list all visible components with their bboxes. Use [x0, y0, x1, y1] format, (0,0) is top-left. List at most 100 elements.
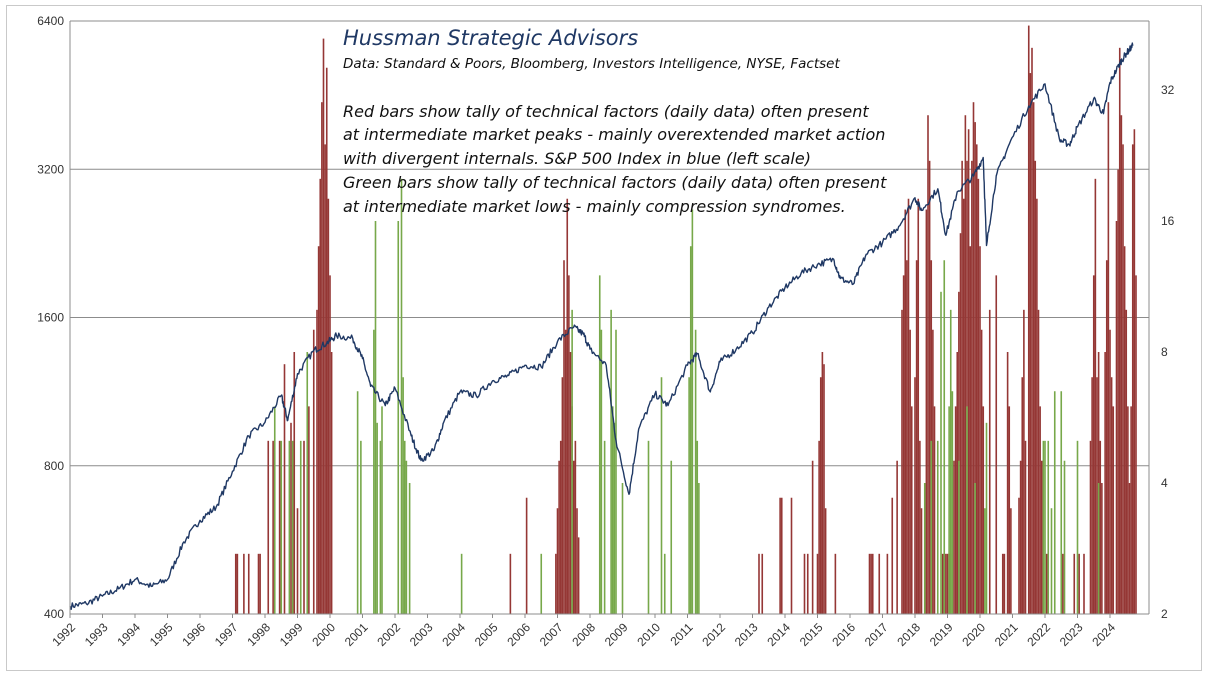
- peak-bar: [1031, 47, 1033, 615]
- peak-bar: [819, 377, 822, 614]
- peak-bar: [917, 198, 920, 615]
- x-tick-label: 2023: [1057, 620, 1086, 649]
- peak-bar: [1122, 144, 1124, 614]
- x-tick-label: 1999: [277, 620, 306, 649]
- left-tick-label: 6400: [37, 14, 64, 28]
- peak-bar: [910, 406, 913, 614]
- annotation-line-5: at intermediate market lows - mainly com…: [343, 197, 846, 216]
- peak-bar: [1105, 260, 1108, 614]
- chart-title: Hussman Strategic Advisors: [343, 26, 638, 50]
- peak-bar: [761, 553, 764, 614]
- peak-bar: [572, 460, 575, 614]
- low-bar: [613, 422, 616, 614]
- right-tick-label: 4: [1161, 476, 1168, 490]
- peak-bar: [975, 144, 978, 614]
- peak-bar: [1125, 309, 1128, 614]
- peak-bar: [563, 260, 565, 614]
- x-tick-label: 2010: [634, 620, 663, 649]
- peak-bar: [914, 377, 916, 614]
- right-tick-label: 2: [1161, 607, 1168, 621]
- peak-bar: [974, 122, 976, 614]
- peak-bar: [790, 497, 793, 614]
- peak-bar: [1128, 483, 1131, 614]
- low-bar: [611, 406, 614, 614]
- peak-bar: [932, 329, 934, 614]
- x-tick-label: 2016: [829, 620, 858, 649]
- x-tick-label: 2020: [959, 620, 988, 649]
- low-bar: [936, 440, 939, 614]
- peak-bar: [927, 115, 929, 614]
- peak-bar: [509, 553, 512, 614]
- peak-bar: [324, 144, 326, 614]
- low-bar: [696, 440, 699, 614]
- peak-bar: [816, 553, 819, 614]
- x-tick-label: 1998: [244, 620, 273, 649]
- peak-bar: [325, 67, 328, 615]
- x-tick-label: 2003: [407, 620, 436, 649]
- peak-bar: [290, 422, 292, 614]
- right-tick-label: 32: [1161, 83, 1175, 97]
- peak-bar: [296, 508, 299, 614]
- left-tick-label: 3200: [37, 162, 64, 176]
- peak-bar: [818, 440, 820, 614]
- peak-bar: [871, 553, 874, 614]
- peak-bar: [569, 352, 572, 614]
- low-bar: [610, 309, 612, 614]
- peak-bar: [1099, 440, 1102, 614]
- peak-bar: [1112, 406, 1115, 614]
- peak-bar: [1115, 221, 1118, 614]
- sp500-line: [69, 42, 1134, 610]
- peak-bar: [966, 160, 968, 614]
- low-bar: [615, 329, 617, 614]
- peak-bar: [1001, 553, 1004, 614]
- peak-bar: [821, 352, 824, 614]
- peak-bar: [1039, 406, 1041, 614]
- peak-bar: [919, 440, 921, 614]
- peak-bar: [1003, 553, 1006, 614]
- chart-subtitle: Data: Standard & Poors, Bloomberg, Inves…: [343, 56, 840, 72]
- low-bar: [663, 553, 666, 614]
- peak-bar: [329, 275, 331, 614]
- low-bar: [598, 275, 601, 614]
- peak-bar: [1109, 329, 1111, 614]
- low-bar: [400, 178, 403, 614]
- peak-bar: [283, 364, 286, 614]
- peak-bar: [234, 553, 237, 614]
- x-tick-label: 2014: [764, 620, 793, 649]
- peak-bar: [1096, 377, 1098, 614]
- left-tick-label: 1600: [37, 311, 64, 325]
- peak-bar: [1110, 377, 1113, 614]
- peak-bar: [1078, 553, 1080, 614]
- low-bar: [540, 553, 543, 614]
- x-tick-label: 2000: [309, 620, 338, 649]
- left-tick-label: 800: [44, 459, 64, 473]
- x-tick-label: 2004: [439, 620, 468, 649]
- low-bar: [698, 483, 700, 614]
- peak-bar: [1094, 178, 1097, 614]
- peak-bar: [779, 497, 781, 614]
- peak-bar: [971, 160, 973, 614]
- peak-bar: [906, 260, 908, 614]
- x-tick-label: 2015: [797, 620, 826, 649]
- low-bar: [1060, 391, 1063, 614]
- peak-bar: [811, 460, 814, 614]
- low-bar: [966, 406, 968, 614]
- peak-bar: [870, 553, 872, 614]
- peak-bar: [566, 198, 569, 615]
- peak-bar: [988, 309, 991, 614]
- peak-bar: [977, 178, 980, 614]
- peak-bar: [933, 406, 936, 614]
- peak-bar: [1120, 115, 1123, 614]
- peak-bar: [1104, 352, 1106, 614]
- low-bar: [403, 440, 406, 614]
- peak-bar: [293, 352, 296, 614]
- peak-bar: [1117, 169, 1119, 614]
- low-bar: [1076, 440, 1079, 614]
- low-bar: [288, 440, 291, 614]
- low-bar: [688, 377, 690, 614]
- peak-bar: [920, 508, 923, 614]
- peak-bar: [317, 246, 320, 614]
- peak-bar: [247, 553, 250, 614]
- peak-bar: [868, 553, 871, 614]
- peak-bar: [1089, 440, 1092, 614]
